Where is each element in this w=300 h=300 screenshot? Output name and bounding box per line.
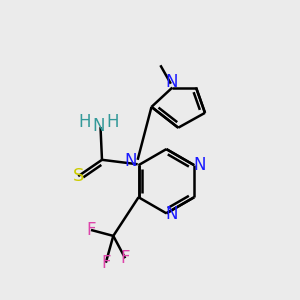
Text: S: S: [73, 167, 84, 185]
Text: N: N: [165, 205, 178, 223]
Text: F: F: [120, 249, 130, 267]
Text: H: H: [79, 113, 91, 131]
Text: F: F: [86, 221, 96, 239]
Text: N: N: [125, 152, 137, 170]
Text: N: N: [193, 156, 206, 174]
Text: H: H: [107, 113, 119, 131]
Text: N: N: [165, 73, 178, 91]
Text: F: F: [101, 254, 111, 272]
Text: N: N: [93, 117, 105, 135]
